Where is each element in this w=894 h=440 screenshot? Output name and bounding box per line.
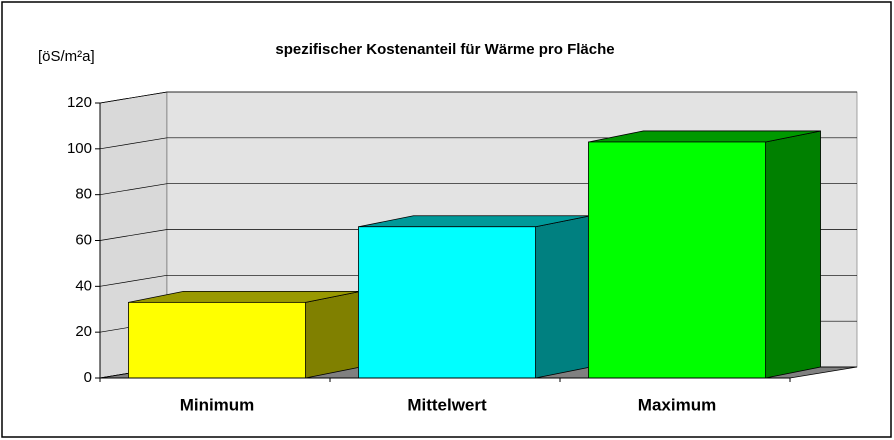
y-tick-label: 100 — [67, 140, 92, 157]
x-tick-label: Minimum — [180, 395, 255, 414]
x-tick-label: Mittelwert — [407, 395, 487, 414]
grid-line — [99, 183, 168, 196]
x-tick-label: Maximum — [638, 395, 716, 414]
grid-line — [99, 229, 168, 241]
y-tick-label: 40 — [75, 277, 92, 294]
chart-title: spezifischer Kostenanteil für Wärme pro … — [275, 41, 614, 58]
bar — [128, 301, 306, 379]
y-tick-label: 60 — [75, 231, 92, 248]
bar — [358, 226, 536, 379]
bar-side — [765, 130, 821, 379]
y-tick-label: 120 — [67, 94, 92, 111]
bar-side — [535, 215, 591, 379]
grid-line — [99, 274, 168, 287]
grid-line — [99, 137, 168, 150]
y-axis-label: [öS/m²a] — [38, 48, 95, 65]
bar-side — [305, 290, 361, 379]
y-tick-label: 80 — [75, 186, 92, 203]
bar — [588, 141, 766, 379]
y-tick-label: 20 — [75, 323, 92, 340]
y-tick-label: 0 — [84, 369, 92, 386]
grid-line — [99, 91, 168, 104]
